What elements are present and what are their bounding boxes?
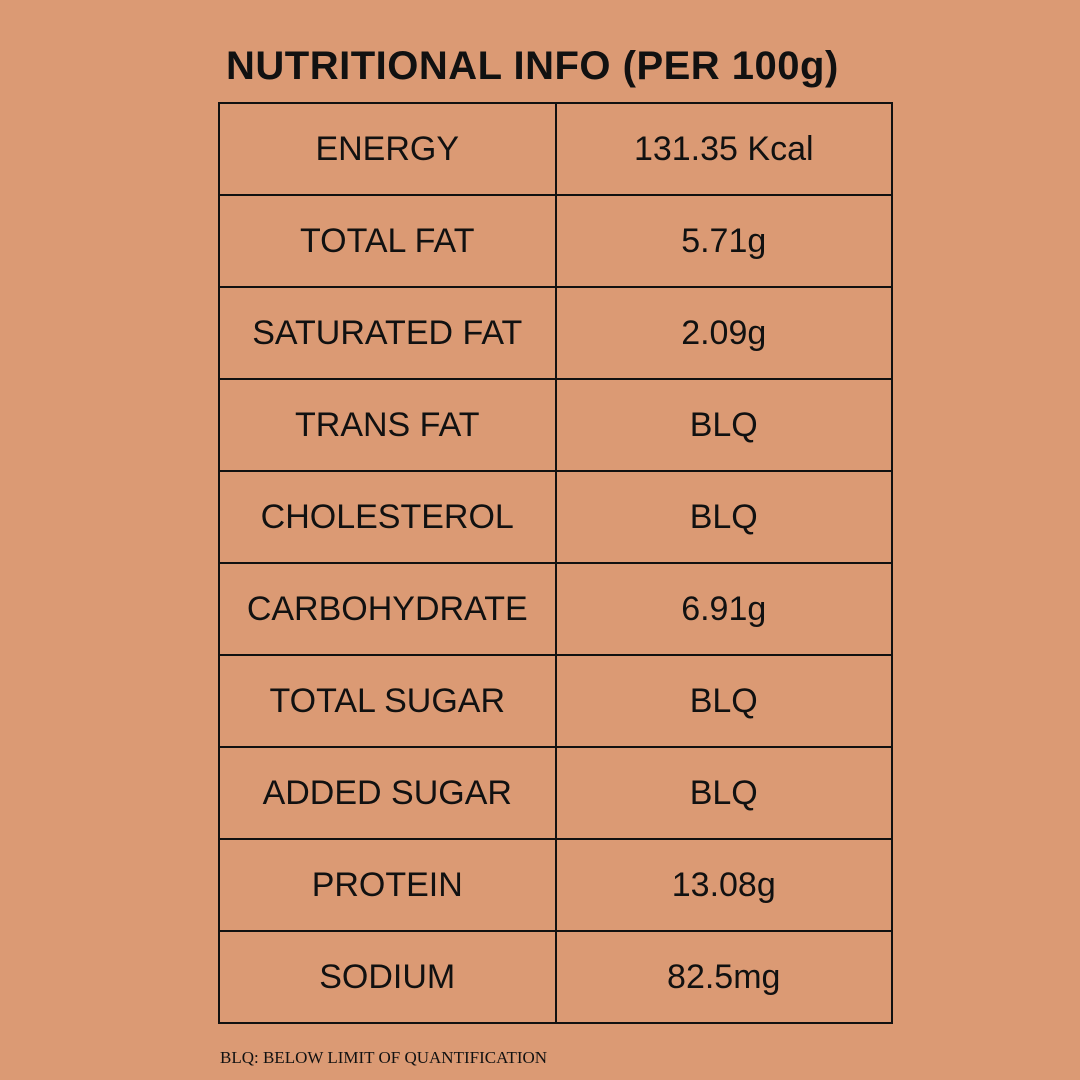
nutrient-name: ADDED SUGAR [218,746,557,840]
table-row: TOTAL FAT 5.71g [218,194,893,288]
table-row: TRANS FAT BLQ [218,378,893,472]
nutrient-value: 6.91g [554,562,893,656]
table-row: SODIUM 82.5mg [218,930,893,1024]
nutrient-name: TOTAL SUGAR [218,654,557,748]
nutrient-name: CHOLESTEROL [218,470,557,564]
nutrient-value: 131.35 Kcal [554,102,893,196]
table-body: ENERGY 131.35 Kcal TOTAL FAT 5.71g SATURATED… [218,102,893,1024]
table-row: TOTAL SUGAR BLQ [218,654,893,748]
table-row: CHOLESTEROL BLQ [218,470,893,564]
table-row: SATURATED FAT 2.09g [218,286,893,380]
nutrient-value: BLQ [554,654,893,748]
nutrient-name: PROTEIN [218,838,557,932]
nutrient-name: CARBOHYDRATE [218,562,557,656]
nutrition-table: ENERGY 131.35 Kcal TOTAL FAT 5.71g SATURATED… [218,102,893,1024]
nutrient-value: 13.08g [554,838,893,932]
nutrient-name: SATURATED FAT [218,286,557,380]
nutrient-name: ENERGY [218,102,557,196]
nutrient-value: BLQ [554,746,893,840]
title: NUTRITIONAL INFO (PER 100g) [226,44,839,88]
footnote: BLQ: BELOW LIMIT OF QUANTIFICATION [220,1048,548,1067]
table-row: ADDED SUGAR BLQ [218,746,893,840]
nutrient-value: 82.5mg [554,930,893,1024]
nutrient-name: SODIUM [218,930,557,1024]
nutrient-value: 2.09g [554,286,893,380]
nutrient-value: 5.71g [554,194,893,288]
table-row: PROTEIN 13.08g [218,838,893,932]
table-row: ENERGY 131.35 Kcal [218,102,893,196]
nutrient-name: TOTAL FAT [218,194,557,288]
nutrient-value: BLQ [554,470,893,564]
table-row: CARBOHYDRATE 6.91g [218,562,893,656]
nutrient-value: BLQ [554,378,893,472]
nutrient-name: TRANS FAT [218,378,557,472]
